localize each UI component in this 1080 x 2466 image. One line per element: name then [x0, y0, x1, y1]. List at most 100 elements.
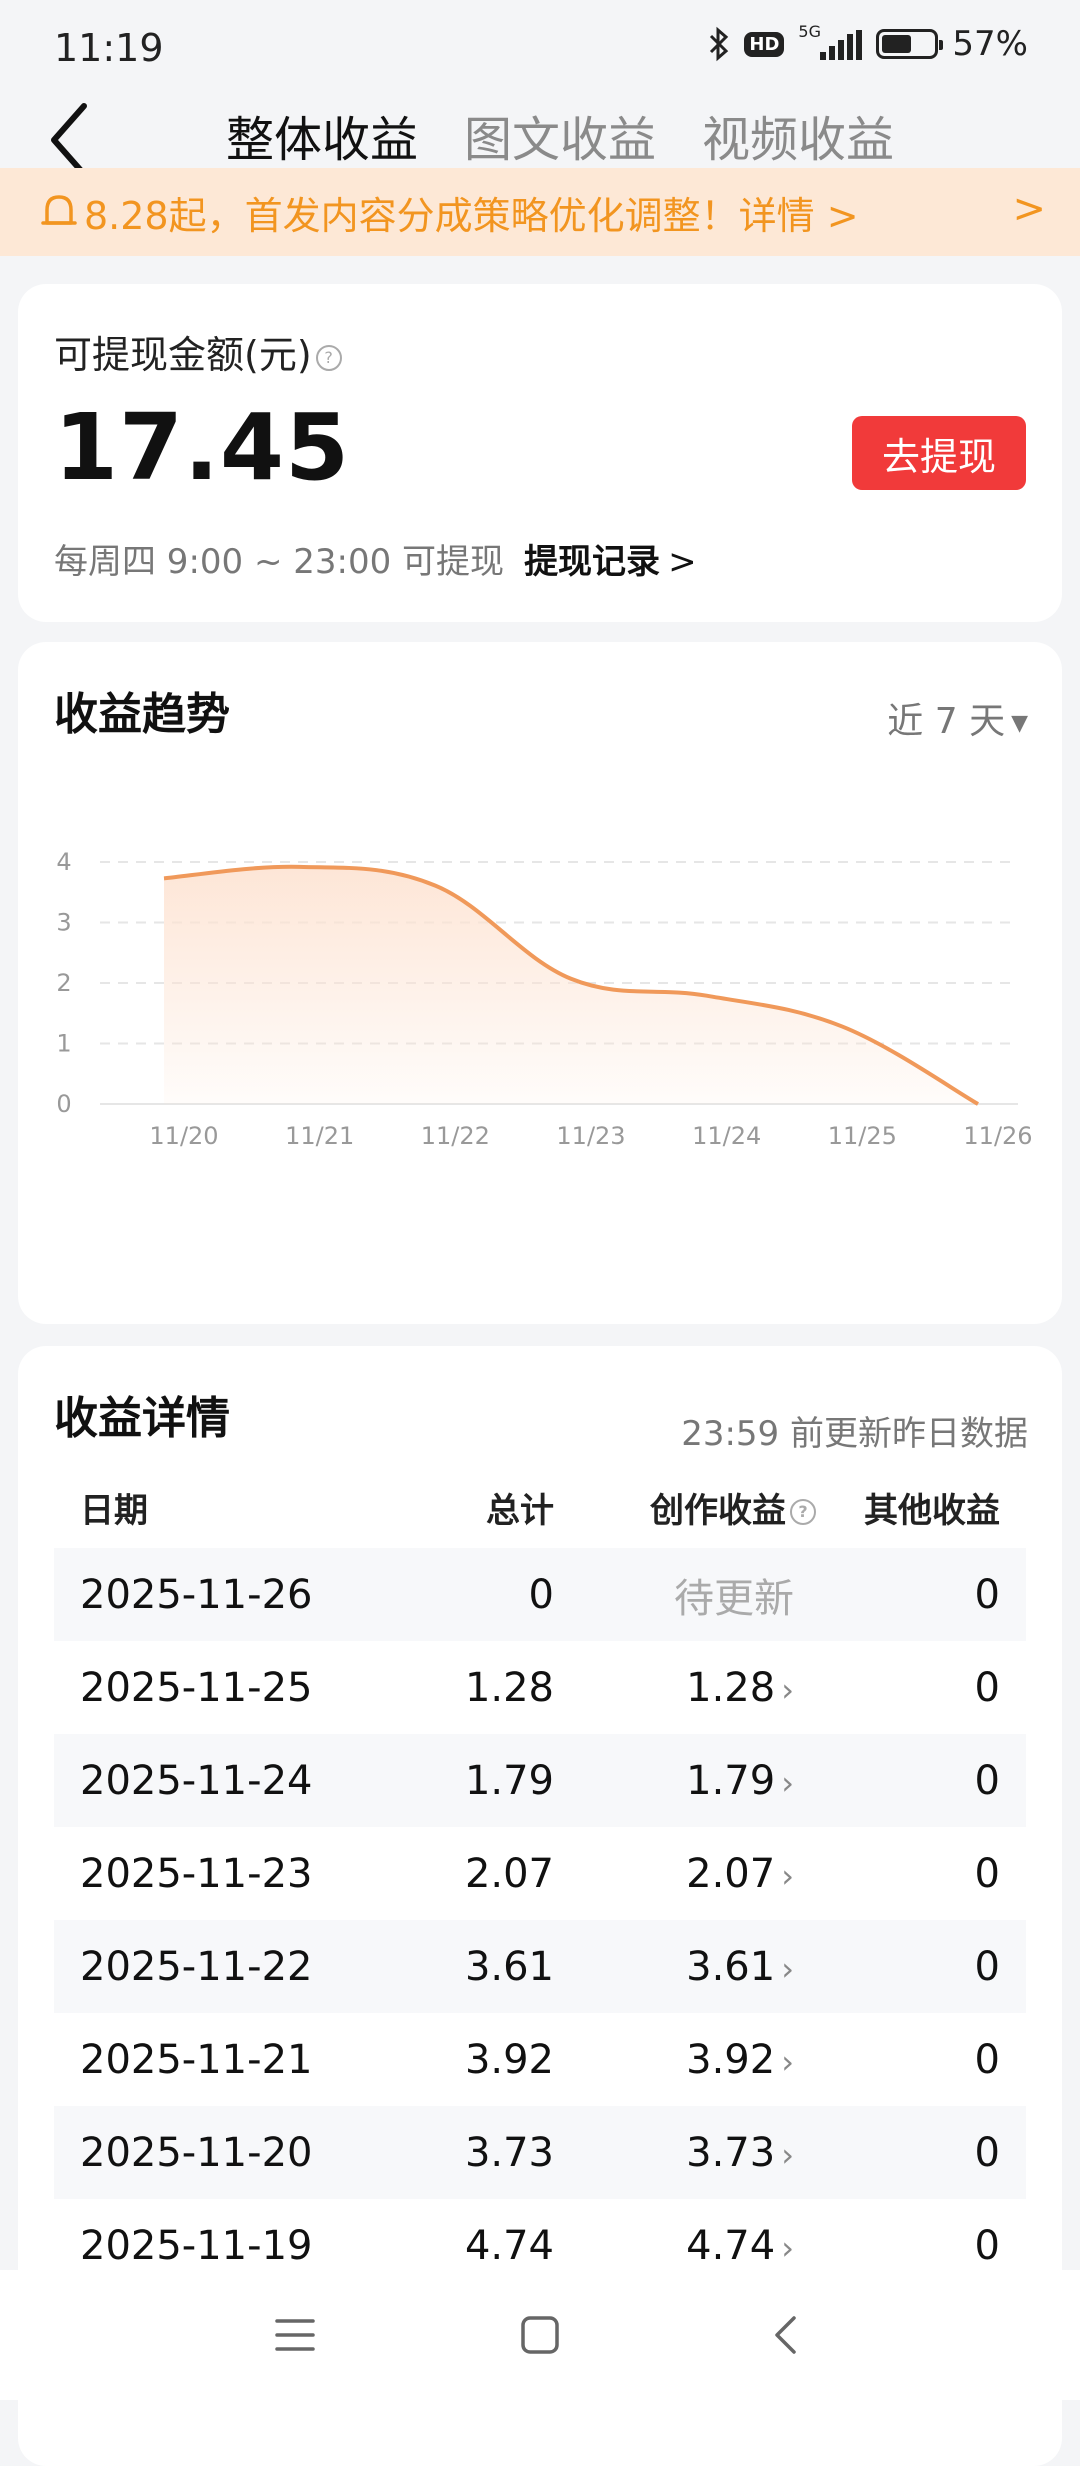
- cell-creation-value: 待更新: [674, 1576, 794, 1622]
- withdraw-schedule: 每周四 9:00 ~ 23:00 可提现: [54, 534, 504, 583]
- cell-total: 4.74: [394, 2223, 554, 2269]
- cell-other: 0: [816, 2130, 1026, 2176]
- tab-article[interactable]: 图文收益: [464, 100, 656, 170]
- cell-date: 2025-11-24: [54, 1758, 394, 1804]
- header-creation-label: 创作收益: [650, 1491, 786, 1531]
- balance-card: 可提现金额(元)? 17.45 去提现 每周四 9:00 ~ 23:00 可提现…: [18, 284, 1062, 622]
- cell-other: 0: [816, 1944, 1026, 1990]
- area-fill: [164, 867, 978, 1104]
- status-bar: 11:19 HD 5G 57%: [0, 0, 1080, 100]
- battery-percent: 57%: [952, 24, 1028, 64]
- cell-date: 2025-11-21: [54, 2037, 394, 2083]
- hd-badge: HD: [744, 32, 784, 57]
- chevron-right-icon: ›: [781, 2136, 794, 2174]
- network-type: 5G: [798, 22, 821, 41]
- cell-creation-value: 3.61: [686, 1944, 775, 1990]
- status-icons: HD 5G 57%: [708, 24, 1028, 64]
- header-date: 日期: [54, 1483, 394, 1532]
- withdraw-records-link[interactable]: 提现记录>: [524, 534, 697, 583]
- chevron-right-icon: ›: [781, 2229, 794, 2267]
- cell-other: 0: [816, 2223, 1026, 2269]
- withdraw-records-label: 提现记录: [524, 542, 660, 582]
- detail-title: 收益详情: [54, 1382, 230, 1446]
- header-total: 总计: [394, 1483, 554, 1532]
- x-tick-label: 11/25: [828, 1122, 897, 1150]
- y-tick-label: 3: [56, 909, 71, 937]
- battery-icon: [876, 29, 938, 59]
- cell-date: 2025-11-20: [54, 2130, 394, 2176]
- y-tick-label: 2: [56, 969, 71, 997]
- cell-creation[interactable]: 4.74›: [554, 2223, 816, 2269]
- y-tick-label: 1: [56, 1030, 71, 1058]
- cell-total: 1.28: [394, 1665, 554, 1711]
- cell-creation[interactable]: 1.79›: [554, 1758, 816, 1804]
- cell-date: 2025-11-23: [54, 1851, 394, 1897]
- x-tick-label: 11/26: [963, 1122, 1032, 1150]
- cell-creation[interactable]: 3.92›: [554, 2037, 816, 2083]
- home-button[interactable]: [505, 2300, 575, 2370]
- cell-other: 0: [816, 1572, 1026, 1618]
- cell-total: 3.61: [394, 1944, 554, 1990]
- tab-video[interactable]: 视频收益: [702, 100, 894, 170]
- balance-amount: 17.45: [54, 394, 350, 501]
- chevron-right-icon: ›: [781, 1764, 794, 1802]
- help-icon[interactable]: ?: [316, 345, 342, 371]
- cell-creation-value: 3.92: [686, 2037, 775, 2083]
- menu-button[interactable]: [260, 2300, 330, 2370]
- caret-down-icon: ▼: [1011, 711, 1028, 736]
- x-tick-label: 11/21: [285, 1122, 354, 1150]
- cell-creation[interactable]: 3.61›: [554, 1944, 816, 1990]
- back-system-button[interactable]: [750, 2300, 820, 2370]
- header-creation: 创作收益?: [554, 1483, 816, 1532]
- home-icon: [520, 2315, 560, 2355]
- y-tick-label: 0: [56, 1090, 71, 1118]
- x-tick-label: 11/22: [421, 1122, 490, 1150]
- balance-label: 可提现金额(元): [54, 333, 312, 377]
- header-other: 其他收益: [816, 1483, 1026, 1532]
- notice-chevron-icon: >: [1012, 186, 1046, 232]
- tab-overall[interactable]: 整体收益: [226, 100, 418, 170]
- menu-icon: [275, 2318, 315, 2352]
- cell-creation-value: 2.07: [686, 1851, 775, 1897]
- status-time: 11:19: [54, 26, 164, 70]
- y-tick-label: 4: [56, 848, 71, 876]
- cell-total: 2.07: [394, 1851, 554, 1897]
- cell-total: 1.79: [394, 1758, 554, 1804]
- cell-date: 2025-11-19: [54, 2223, 394, 2269]
- cell-creation: 待更新: [554, 1566, 816, 1624]
- tab-bar: 整体收益 图文收益 视频收益: [226, 100, 894, 170]
- top-nav: 整体收益 图文收益 视频收益: [0, 100, 1080, 168]
- cell-date: 2025-11-26: [54, 1572, 394, 1618]
- bluetooth-icon: [708, 26, 730, 62]
- cell-creation[interactable]: 3.73›: [554, 2130, 816, 2176]
- range-label: 近 7 天: [887, 701, 1005, 742]
- x-tick-label: 11/23: [556, 1122, 625, 1150]
- cell-creation-value: 4.74: [686, 2223, 775, 2269]
- withdraw-button[interactable]: 去提现: [852, 416, 1026, 490]
- cell-other: 0: [816, 1665, 1026, 1711]
- cell-creation[interactable]: 2.07›: [554, 1851, 816, 1897]
- range-dropdown[interactable]: 近 7 天▼: [887, 692, 1028, 744]
- chevron-right-icon: ›: [781, 1857, 794, 1895]
- bell-icon: [40, 191, 78, 233]
- cell-creation-value: 1.28: [686, 1665, 775, 1711]
- help-icon[interactable]: ?: [790, 1499, 816, 1525]
- cell-other: 0: [816, 1851, 1026, 1897]
- balance-label-row: 可提现金额(元)?: [54, 324, 342, 379]
- cell-total: 3.73: [394, 2130, 554, 2176]
- cell-creation[interactable]: 1.28›: [554, 1665, 816, 1711]
- chevron-right-icon: ›: [781, 2043, 794, 2081]
- chevron-right-icon: >: [668, 542, 697, 582]
- x-tick-label: 11/20: [149, 1122, 218, 1150]
- notice-banner[interactable]: 8.28起，首发内容分成策略优化调整！详情 > >: [0, 168, 1080, 256]
